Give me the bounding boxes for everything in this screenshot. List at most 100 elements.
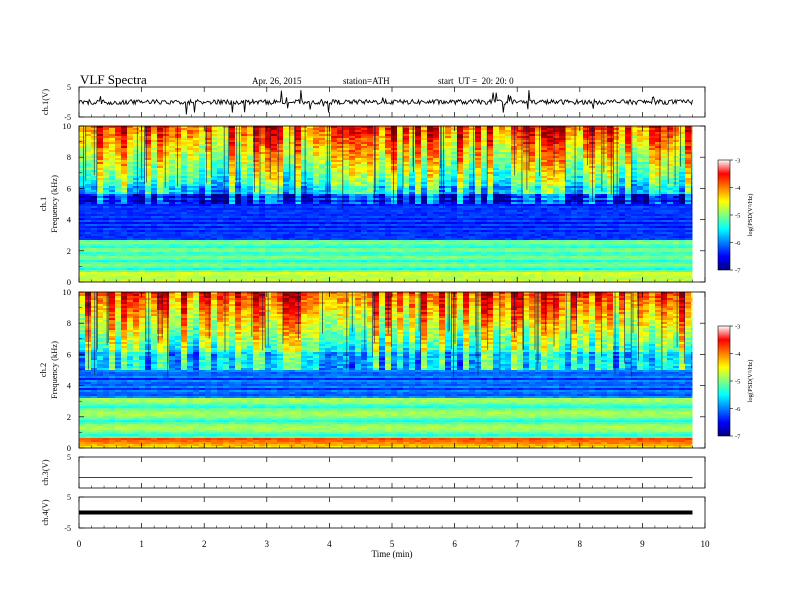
spectrogram-cell (355, 160, 361, 163)
spectrogram-cell (535, 216, 541, 219)
spectrogram-cell (457, 142, 463, 145)
spectrogram-cell (265, 188, 271, 191)
spectrogram-cell (205, 192, 211, 195)
spectrogram-cell (469, 204, 475, 207)
spectrogram-cell (103, 192, 109, 195)
spectrogram-cell (409, 148, 415, 151)
spectrogram-cell (307, 138, 313, 141)
spectrogram-cell (133, 222, 139, 225)
spectrogram-cell (649, 168, 655, 171)
spectrogram-cell (277, 198, 283, 201)
spectrogram-cell (685, 154, 691, 157)
spectrogram-cell (613, 158, 619, 161)
spectrogram-cell (301, 156, 307, 159)
spectrogram-cell (577, 208, 583, 211)
spectrogram-cell (211, 144, 217, 147)
spectrogram-cell (481, 182, 487, 185)
spectrogram-cell (259, 144, 265, 147)
spectrogram-cell (607, 186, 613, 189)
spectrogram-cell (685, 142, 691, 145)
spectrogram-cell (403, 202, 409, 205)
spectrogram-cell (499, 130, 505, 133)
spectrogram-cell (679, 164, 685, 167)
spectrogram-cell (415, 202, 421, 205)
spectrogram-cell (337, 144, 343, 147)
spectrogram-cell (481, 220, 487, 223)
spectrogram-cell (283, 184, 289, 187)
spectrogram-cell (379, 218, 385, 221)
spectrogram-cell (115, 192, 121, 195)
spectrogram-cell (163, 184, 169, 187)
spectrogram-cell (103, 146, 109, 149)
spectrogram-cell (463, 156, 469, 159)
spectrogram-cell (613, 152, 619, 155)
spectrogram-cell (181, 160, 187, 163)
spectrogram-cell (433, 198, 439, 201)
spectrogram-cell (637, 210, 643, 213)
spectrogram-cell (217, 158, 223, 161)
spectrogram-cell (337, 204, 343, 207)
spectrogram-cell (505, 212, 511, 215)
spectrogram-cell (397, 190, 403, 193)
spectrogram-cell (637, 158, 643, 161)
spectrogram-cell (541, 168, 547, 171)
spectrogram-cell (253, 180, 259, 183)
spectrogram-cell (265, 196, 271, 199)
spectrogram-cell (337, 126, 343, 129)
spectrogram-cell (133, 172, 139, 175)
spectrogram-cell (163, 152, 169, 155)
spectrogram-cell (121, 150, 127, 153)
spectrogram-cell (313, 210, 319, 213)
spectrogram-cell (475, 190, 481, 193)
spectrogram-cell (241, 166, 247, 169)
spectrogram-cell (163, 146, 169, 149)
spectrogram-cell (541, 158, 547, 161)
spectrogram-cell (367, 190, 373, 193)
spectrogram-cell (565, 186, 571, 189)
spectrogram-cell (229, 196, 235, 199)
spectrogram-cell (421, 160, 427, 163)
spectrogram-cell (661, 162, 667, 165)
spectrogram-cell (187, 158, 193, 161)
spectrogram-cell (667, 214, 673, 217)
spectrogram-cell (247, 132, 253, 135)
spectrogram-cell (97, 142, 103, 145)
spectrogram-cell (601, 200, 607, 203)
spectrogram-cell (187, 214, 193, 217)
spectrogram-cell (241, 180, 247, 183)
spectrogram-cell (193, 170, 199, 173)
spectrogram-cell (673, 128, 679, 131)
spectrogram-cell (505, 208, 511, 211)
spectrogram-cell (571, 206, 577, 209)
spectrogram-cell (109, 194, 115, 197)
spectrogram-cell (283, 178, 289, 181)
spectrogram-cell (247, 172, 253, 175)
spectrogram-cell (307, 204, 313, 207)
spectrogram-cell (421, 174, 427, 177)
spectrogram-cell (79, 134, 85, 137)
spectrogram-cell (607, 192, 613, 195)
spectrogram-cell (583, 194, 589, 197)
spectrogram-cell (229, 206, 235, 209)
spectrogram-cell (97, 150, 103, 153)
spectrogram-cell (205, 158, 211, 161)
spectrogram-cell (319, 156, 325, 159)
spectrogram-cell (427, 164, 433, 167)
spectrogram-cell (361, 192, 367, 195)
spectrogram-cell (421, 134, 427, 137)
spectrogram-cell (193, 142, 199, 145)
spectrogram-cell (277, 182, 283, 185)
spectrogram-cell (415, 200, 421, 203)
spectrogram-cell (85, 176, 91, 179)
spectrogram-cell (85, 132, 91, 135)
spectrogram-cell (445, 144, 451, 147)
spectrogram-cell (451, 210, 457, 213)
spectrogram-cell (673, 176, 679, 179)
spectrogram-cell (547, 188, 553, 191)
spectrogram-cell (127, 126, 133, 129)
spectrogram-cell (613, 212, 619, 215)
spectrogram-cell (373, 206, 379, 209)
spectrogram-cell (571, 144, 577, 147)
spectrogram-cell (553, 178, 559, 181)
spectrogram-cell (127, 152, 133, 155)
